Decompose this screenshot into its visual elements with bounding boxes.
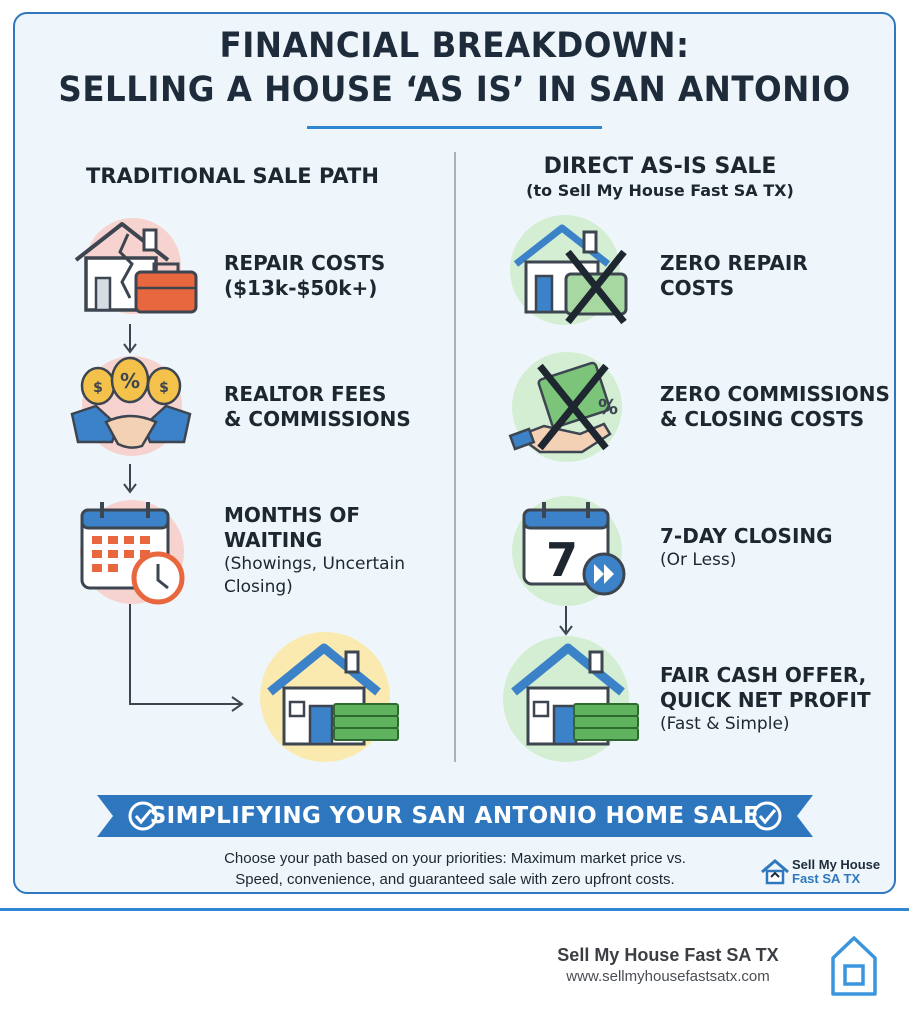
realtor-fees-label: REALTOR FEES & COMMISSIONS (224, 382, 411, 431)
column-divider (454, 152, 456, 762)
zero-repair-label: ZERO REPAIR COSTS (660, 251, 808, 300)
footer-company-name: Sell My House Fast SA TX (557, 945, 779, 965)
house-logo-icon (831, 936, 877, 996)
broken-house-toolbox-icon (74, 222, 198, 314)
title-line-2: SELLING A HOUSE ‘AS IS’ IN SAN ANTONIO (58, 70, 851, 110)
down-arrow-icon (559, 606, 573, 636)
title-underline (307, 126, 602, 129)
footer-website-link[interactable]: www.sellmyhousefastsatx.com (566, 968, 770, 985)
months-waiting-label: MONTHS OF WAITING (Showings, Uncertain C… (224, 503, 406, 597)
seven-day-label: 7-DAY CLOSING (Or Less) (660, 524, 833, 570)
calendar-seven-fast-forward-icon: 7 (522, 502, 626, 596)
right-column-subheading: (to Sell My House Fast SA TX) (526, 181, 794, 200)
left-column-heading: TRADITIONAL SALE PATH (86, 164, 379, 188)
title-line-1: FINANCIAL BREAKDOWN: (219, 26, 690, 66)
mini-logo-house-icon (761, 859, 789, 885)
banner-ribbon (97, 795, 813, 837)
house-cash-icon (267, 643, 399, 746)
calendar-number: 7 (546, 533, 578, 587)
down-arrow-icon (123, 464, 137, 494)
house-crossed-toolbox-icon (513, 224, 628, 325)
check-circle-icon (128, 801, 158, 831)
cash-offer-label: FAIR CASH OFFER, QUICK NET PROFIT (Fast … (660, 663, 871, 734)
down-arrow-icon (123, 324, 137, 354)
right-column-heading: DIRECT AS-IS SALE (543, 154, 777, 179)
svg-text:$: $ (159, 380, 169, 396)
house-cash-icon (511, 643, 639, 746)
repair-costs-label: REPAIR COSTS ($13k-$50k+) (224, 251, 386, 300)
banner-title: SIMPLIFYING YOUR SAN ANTONIO HOME SALE (149, 803, 760, 829)
summary-note: Choose your path based on your prioritie… (224, 850, 686, 888)
zero-commissions-label: ZERO COMMISSIONS & CLOSING COSTS (660, 382, 890, 431)
svg-text:$: $ (93, 380, 103, 396)
elbow-arrow-icon (129, 604, 244, 712)
page-title: FINANCIAL BREAKDOWN: SELLING A HOUSE ‘AS… (32, 24, 877, 112)
footer-divider (0, 908, 909, 911)
svg-text:%: % (120, 369, 140, 393)
crossed-money-icon: % (508, 361, 618, 454)
mini-brand-logo: Sell My House Fast SA TX (792, 857, 881, 886)
check-circle-icon (752, 801, 782, 831)
svg-text:%: % (598, 395, 618, 419)
handshake-money-bags-icon: % $ $ (70, 356, 192, 449)
calendar-clock-icon (80, 502, 185, 605)
